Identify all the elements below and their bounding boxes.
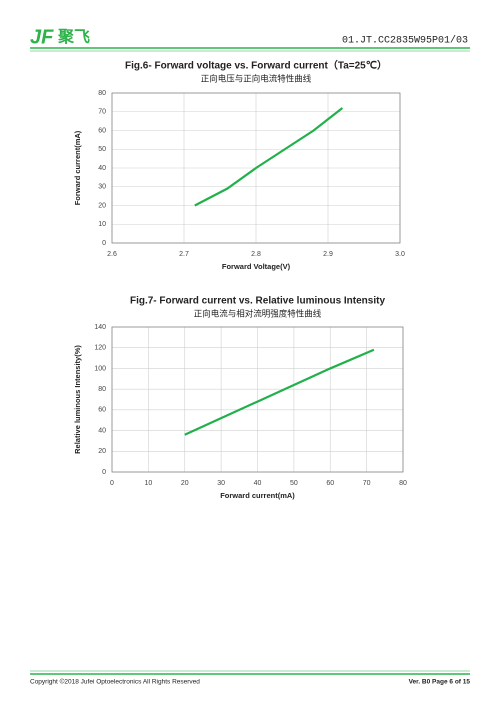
- y-tick-label: 0: [102, 469, 106, 476]
- y-tick-label: 10: [98, 221, 106, 228]
- chart-title: Fig.6- Forward voltage vs. Forward curre…: [125, 59, 387, 72]
- chart-title: Fig.7- Forward current vs. Relative lumi…: [130, 296, 385, 307]
- page-number: Ver. B0 Page 6 of 15: [409, 679, 471, 686]
- y-tick-label: 60: [98, 407, 106, 414]
- x-tick-label: 50: [290, 480, 298, 487]
- y-tick-label: 140: [94, 324, 106, 331]
- x-tick-label: 2.6: [107, 251, 117, 258]
- x-tick-label: 10: [144, 480, 152, 487]
- logo-cn: 聚飞: [57, 28, 90, 46]
- y-tick-label: 40: [98, 165, 106, 172]
- chart-subtitle: 正向电流与相对流明强度特性曲线: [194, 308, 322, 318]
- x-axis-label: Forward current(mA): [220, 491, 295, 500]
- plot-frame: [111, 92, 401, 244]
- y-tick-label: 80: [98, 90, 106, 97]
- data-line: [194, 107, 344, 207]
- y-tick-label: 120: [94, 345, 106, 352]
- y-tick-label: 20: [98, 448, 106, 455]
- x-tick-label: 60: [326, 480, 334, 487]
- x-tick-label: 3.0: [395, 251, 405, 258]
- y-tick-label: 0: [102, 240, 106, 247]
- doc-number: 01.JT.CC2835W95P01/03: [342, 35, 468, 47]
- y-tick-label: 100: [94, 365, 106, 372]
- y-tick-label: 40: [98, 427, 106, 434]
- y-tick-label: 80: [98, 386, 106, 393]
- y-tick-label: 70: [98, 109, 106, 116]
- x-tick-label: 70: [363, 480, 371, 487]
- data-line: [184, 348, 375, 436]
- y-tick-label: 50: [98, 146, 106, 153]
- plot-frame: [111, 326, 404, 473]
- y-axis-label: Forward current(mA): [73, 130, 82, 205]
- chart-subtitle: 正向电压与正向电流特性曲线: [201, 73, 312, 83]
- x-tick-label: 20: [181, 480, 189, 487]
- y-tick-label: 30: [98, 184, 106, 191]
- x-tick-label: 30: [217, 480, 225, 487]
- y-tick-label: 60: [98, 127, 106, 134]
- x-tick-label: 80: [399, 480, 407, 487]
- copyright: Copyright ©2018 Jufei Optoelectronics Al…: [30, 678, 200, 686]
- x-tick-label: 2.7: [179, 251, 189, 258]
- x-tick-label: 2.9: [323, 251, 333, 258]
- y-tick-label: 20: [98, 202, 106, 209]
- x-axis-label: Forward Voltage(V): [222, 262, 291, 271]
- y-axis-label: Relative luminous Intensity(%): [73, 345, 82, 454]
- x-tick-label: 2.8: [251, 251, 261, 258]
- x-tick-label: 40: [254, 480, 262, 487]
- logo: JF: [30, 26, 54, 48]
- x-tick-label: 0: [110, 480, 114, 487]
